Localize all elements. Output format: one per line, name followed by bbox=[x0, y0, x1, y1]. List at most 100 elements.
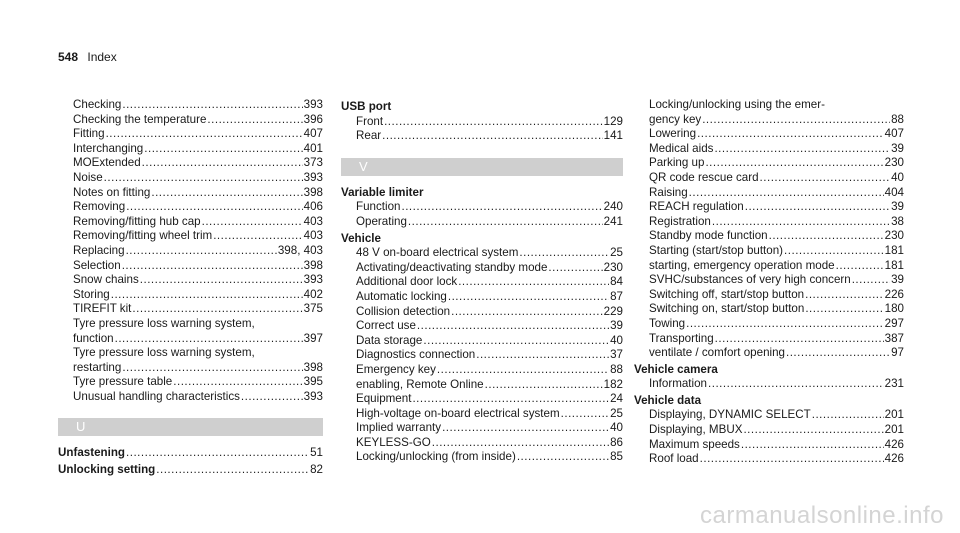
index-subentry[interactable]: Transporting387 bbox=[634, 332, 904, 347]
index-subentry[interactable]: KEYLESS-GO86 bbox=[341, 436, 623, 451]
index-subentry[interactable]: Maximum speeds426 bbox=[634, 438, 904, 453]
page-ref[interactable]: 85 bbox=[610, 450, 623, 464]
index-subentry[interactable]: Raising404 bbox=[634, 186, 904, 201]
page-ref[interactable]: 404 bbox=[884, 185, 904, 199]
index-subentry[interactable]: Removing406 bbox=[58, 200, 323, 215]
index-subentry[interactable]: Noise393 bbox=[58, 171, 323, 186]
page-ref[interactable]: 25 bbox=[610, 246, 623, 260]
page-ref[interactable]: 393 bbox=[303, 98, 323, 111]
page-ref[interactable]: 231 bbox=[884, 377, 904, 391]
index-subentry[interactable]: Notes on fitting398 bbox=[58, 186, 323, 201]
page-ref[interactable]: 88 bbox=[610, 362, 623, 376]
page-ref[interactable]: 39 bbox=[891, 141, 904, 155]
page-ref[interactable]: 398, 403 bbox=[277, 243, 323, 257]
index-subentry[interactable]: Locking/unlocking using the emer- bbox=[649, 98, 825, 111]
page-ref[interactable]: 426 bbox=[884, 437, 904, 451]
index-entry[interactable]: Unlocking setting82 bbox=[58, 463, 323, 478]
page-ref[interactable]: 39 bbox=[610, 319, 623, 333]
index-subentry[interactable]: Equipment24 bbox=[341, 392, 623, 407]
page-ref[interactable]: 40 bbox=[610, 421, 623, 435]
index-subentry[interactable]: Roof load426 bbox=[634, 452, 904, 467]
index-subentry[interactable]: 48 V on-board electrical system25 bbox=[341, 246, 623, 261]
index-subentry[interactable]: Fitting407 bbox=[58, 127, 323, 142]
page-ref[interactable]: 403 bbox=[303, 214, 323, 228]
index-subentry[interactable]: QR code rescue card40 bbox=[634, 171, 904, 186]
page-ref[interactable]: 226 bbox=[884, 287, 904, 301]
page-ref[interactable]: 393 bbox=[303, 170, 323, 184]
page-ref[interactable]: 141 bbox=[603, 129, 623, 143]
page-ref[interactable]: 129 bbox=[603, 114, 623, 128]
index-subentry[interactable]: starting, emergency operation mode181 bbox=[634, 259, 904, 274]
index-subentry[interactable]: Lowering407 bbox=[634, 127, 904, 142]
index-subentry[interactable]: Selection398 bbox=[58, 259, 323, 274]
index-subentry[interactable]: Switching on, start/stop button180 bbox=[634, 302, 904, 317]
index-subentry[interactable]: High-voltage on-board electrical system2… bbox=[341, 407, 623, 422]
index-subentry[interactable]: SVHC/substances of very high concern39 bbox=[634, 273, 904, 288]
page-ref[interactable]: 201 bbox=[884, 408, 904, 422]
index-subentry[interactable]: function397 bbox=[58, 332, 323, 347]
index-subentry[interactable]: Operating241 bbox=[341, 215, 623, 230]
page-ref[interactable]: 230 bbox=[884, 156, 904, 170]
page-ref[interactable]: 88 bbox=[891, 112, 904, 126]
index-subentry[interactable]: Displaying, MBUX201 bbox=[634, 423, 904, 438]
page-ref[interactable]: 398 bbox=[303, 258, 323, 272]
index-subentry[interactable]: Tyre pressure loss warning system, bbox=[73, 346, 255, 360]
page-ref[interactable]: 401 bbox=[303, 141, 323, 155]
page-ref[interactable]: 393 bbox=[303, 389, 323, 403]
index-subentry[interactable]: gency key88 bbox=[634, 113, 904, 128]
index-subentry[interactable]: Diagnostics connection37 bbox=[341, 348, 623, 363]
page-ref[interactable]: 24 bbox=[610, 392, 623, 406]
page-ref[interactable]: 181 bbox=[884, 258, 904, 272]
page-ref[interactable]: 395 bbox=[303, 375, 323, 389]
index-subentry[interactable]: Registration38 bbox=[634, 215, 904, 230]
index-subentry[interactable]: Starting (start/stop button)181 bbox=[634, 244, 904, 259]
page-ref[interactable]: 180 bbox=[884, 302, 904, 316]
page-ref[interactable]: 84 bbox=[610, 275, 623, 289]
page-ref[interactable]: 97 bbox=[891, 346, 904, 360]
page-ref[interactable]: 403 bbox=[303, 229, 323, 243]
page-ref[interactable]: 51 bbox=[310, 446, 323, 460]
index-subentry[interactable]: Implied warranty40 bbox=[341, 421, 623, 436]
index-subentry[interactable]: Removing/fitting wheel trim403 bbox=[58, 229, 323, 244]
index-subentry[interactable]: ventilate / comfort opening97 bbox=[634, 346, 904, 361]
index-subentry[interactable]: Parking up230 bbox=[634, 156, 904, 171]
page-ref[interactable]: 230 bbox=[603, 260, 623, 274]
page-ref[interactable]: 38 bbox=[891, 214, 904, 228]
index-subentry[interactable]: Replacing398, 403 bbox=[58, 244, 323, 259]
page-ref[interactable]: 182 bbox=[603, 377, 623, 391]
page-ref[interactable]: 407 bbox=[303, 127, 323, 141]
index-subentry[interactable]: REACH regulation39 bbox=[634, 200, 904, 215]
index-subentry[interactable]: Data storage40 bbox=[341, 334, 623, 349]
page-ref[interactable]: 87 bbox=[610, 289, 623, 303]
index-subentry[interactable]: Checking the temperature396 bbox=[58, 113, 323, 128]
index-subentry[interactable]: Emergency key88 bbox=[341, 363, 623, 378]
index-subentry[interactable]: Snow chains393 bbox=[58, 273, 323, 288]
index-subentry[interactable]: Activating/deactivating standby mode230 bbox=[341, 261, 623, 276]
index-subentry[interactable]: Information231 bbox=[634, 377, 904, 392]
page-ref[interactable]: 407 bbox=[884, 127, 904, 141]
index-subentry[interactable]: enabling, Remote Online182 bbox=[341, 378, 623, 393]
page-ref[interactable]: 373 bbox=[303, 156, 323, 170]
index-subentry[interactable]: Switching off, start/stop button226 bbox=[634, 288, 904, 303]
page-ref[interactable]: 181 bbox=[884, 243, 904, 257]
page-ref[interactable]: 39 bbox=[891, 200, 904, 214]
page-ref[interactable]: 398 bbox=[303, 185, 323, 199]
index-subentry[interactable]: Medical aids39 bbox=[634, 142, 904, 157]
index-subentry[interactable]: Collision detection229 bbox=[341, 305, 623, 320]
page-ref[interactable]: 25 bbox=[610, 406, 623, 420]
index-subentry[interactable]: Function240 bbox=[341, 200, 623, 215]
page-ref[interactable]: 86 bbox=[610, 435, 623, 449]
index-subentry[interactable]: Removing/fitting hub cap403 bbox=[58, 215, 323, 230]
index-subentry[interactable]: Locking/unlocking (from inside)85 bbox=[341, 450, 623, 465]
index-subentry[interactable]: TIREFIT kit375 bbox=[58, 302, 323, 317]
index-subentry[interactable]: Standby mode function230 bbox=[634, 229, 904, 244]
index-subentry[interactable]: Tyre pressure loss warning system, bbox=[73, 316, 255, 330]
index-subentry[interactable]: Tyre pressure table395 bbox=[58, 375, 323, 390]
page-ref[interactable]: 240 bbox=[603, 200, 623, 214]
page-ref[interactable]: 82 bbox=[310, 463, 323, 477]
page-ref[interactable]: 40 bbox=[891, 170, 904, 184]
page-ref[interactable]: 297 bbox=[884, 316, 904, 330]
page-ref[interactable]: 241 bbox=[603, 214, 623, 228]
page-ref[interactable]: 229 bbox=[603, 304, 623, 318]
page-ref[interactable]: 230 bbox=[884, 229, 904, 243]
